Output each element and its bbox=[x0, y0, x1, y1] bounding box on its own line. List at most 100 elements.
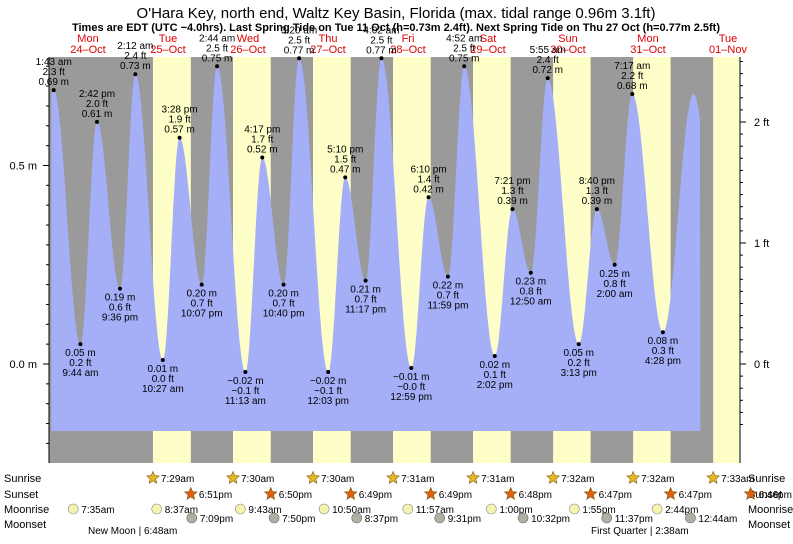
tide-ft-label: 0.2 ft bbox=[69, 358, 91, 369]
moonrise-time: 9:43am bbox=[248, 505, 281, 516]
tide-ft-label: 0.1 ft bbox=[484, 370, 506, 381]
tide-m-label: 0.20 m bbox=[268, 289, 299, 300]
sunset-icon bbox=[183, 486, 198, 500]
tide-m-label: 0.47 m bbox=[330, 164, 361, 175]
right-axis-label: 0 ft bbox=[754, 359, 769, 371]
moonrise-icon bbox=[67, 503, 79, 515]
tide-m-label: −0.02 m bbox=[310, 376, 346, 387]
sunset-time: 6:50pm bbox=[279, 490, 312, 501]
moonrise-icon bbox=[486, 503, 497, 515]
tide-time-label: 1:43 am bbox=[36, 57, 72, 68]
right-axis-label: 2 ft bbox=[754, 117, 769, 129]
tide-time-label: 4:28 pm bbox=[645, 356, 681, 367]
tide-m-label: 0.42 m bbox=[413, 184, 444, 195]
tide-time-label: 11:13 am bbox=[225, 396, 266, 407]
tide-ft-label: 2.5 ft bbox=[370, 35, 392, 46]
tide-ft-label: −0.1 ft bbox=[231, 386, 259, 397]
sunrise-time: 7:32am bbox=[561, 474, 594, 485]
sunrise-icon bbox=[146, 470, 160, 484]
day-label-dow: Sun bbox=[558, 33, 578, 45]
tide-point bbox=[118, 286, 122, 291]
tide-time-label: 9:36 pm bbox=[102, 313, 138, 324]
sunset-time: 6:47pm bbox=[599, 490, 632, 501]
moonset-time: 10:32pm bbox=[531, 514, 570, 525]
tide-time-label: 10:27 am bbox=[142, 384, 184, 395]
tide-point bbox=[576, 342, 581, 347]
tide-point bbox=[260, 155, 265, 160]
tide-m-label: 0.05 m bbox=[65, 348, 96, 359]
tide-point bbox=[133, 72, 138, 77]
day-label-dow: Thu bbox=[319, 33, 338, 45]
moonrise-time: 10:50am bbox=[332, 505, 371, 516]
tide-ft-label: 1.3 ft bbox=[501, 186, 523, 197]
moonset-time: 11:37pm bbox=[615, 514, 653, 525]
tide-point bbox=[95, 119, 99, 124]
moon-phase-label: First Quarter | 2:38am bbox=[591, 526, 689, 537]
tide-m-label: 0.02 m bbox=[479, 360, 510, 371]
tide-ft-label: 0.2 ft bbox=[568, 358, 590, 369]
tide-point bbox=[630, 92, 635, 97]
tide-point bbox=[545, 76, 550, 81]
sunset-icon bbox=[583, 486, 598, 500]
tide-m-label: 0.72 m bbox=[532, 65, 563, 76]
tide-m-label: 0.77 m bbox=[366, 45, 397, 56]
tide-water-area bbox=[51, 58, 701, 432]
sunrise-time: 7:29am bbox=[161, 474, 194, 485]
moonrise-icon bbox=[651, 503, 663, 515]
day-label-dow: Tue bbox=[719, 33, 738, 45]
tide-ft-label: 2.5 ft bbox=[453, 43, 475, 54]
moonrise-time: 1:55pm bbox=[582, 505, 615, 516]
tide-ft-label: 1.9 ft bbox=[168, 115, 190, 126]
moonrise-icon bbox=[151, 503, 163, 515]
sunset-icon bbox=[503, 486, 518, 500]
tide-time-label: 4:02 am bbox=[363, 25, 399, 36]
tide-point bbox=[379, 56, 384, 61]
sunrise-time: 7:31am bbox=[401, 474, 434, 485]
day-label-dow: Sat bbox=[480, 33, 497, 45]
moonset-time: 12:44am bbox=[698, 514, 737, 525]
astro-row-label-right: Moonset bbox=[748, 519, 790, 531]
tide-point bbox=[492, 354, 497, 359]
moonset-icon bbox=[601, 512, 613, 524]
tide-point bbox=[594, 207, 599, 212]
tide-labels: 1:43 am2.3 ft0.69 m0.05 m0.2 ft9:44 am2:… bbox=[36, 25, 681, 407]
moonrise-icon bbox=[318, 503, 330, 515]
tide-time-label: 10:07 pm bbox=[181, 309, 223, 320]
right-axis-label: 1 ft bbox=[754, 238, 769, 250]
tide-time-label: 2:00 am bbox=[597, 289, 633, 300]
tide-m-label: 0.05 m bbox=[563, 348, 594, 359]
moonset-time: 8:37pm bbox=[365, 514, 398, 525]
tide-time-label: 11:17 pm bbox=[345, 305, 386, 316]
tide-ft-label: 1.3 ft bbox=[586, 186, 608, 197]
tide-time-label: 4:52 am bbox=[446, 33, 482, 44]
tide-time-label: 7:17 am bbox=[614, 61, 650, 72]
sunrise-time: 7:30am bbox=[241, 474, 274, 485]
sunset-time: 6:51pm bbox=[199, 490, 232, 501]
chart-title: O'Hara Key, north end, Waltz Key Basin, … bbox=[137, 5, 656, 22]
day-label-date: 30–Oct bbox=[550, 44, 585, 56]
left-axis-label: 0.5 m bbox=[9, 161, 37, 173]
tide-time-label: 4:17 pm bbox=[244, 125, 280, 136]
tide-time-label: 3:28 pm bbox=[161, 105, 197, 116]
sunset-time: 6:46pm bbox=[759, 490, 792, 501]
tide-m-label: 0.75 m bbox=[449, 53, 480, 64]
tide-ft-label: 0.7 ft bbox=[437, 291, 459, 302]
tide-ft-label: 0.8 ft bbox=[520, 287, 542, 298]
tide-time-label: 9:44 am bbox=[62, 368, 98, 379]
tide-m-label: 0.69 m bbox=[38, 77, 69, 88]
tide-ft-label: 0.0 ft bbox=[152, 374, 174, 385]
day-label-dow: Mon bbox=[637, 33, 658, 45]
moonrise-time: 1:00pm bbox=[499, 505, 532, 516]
tide-time-label: 8:40 pm bbox=[579, 176, 615, 187]
tide-ft-label: −0.1 ft bbox=[314, 386, 342, 397]
tide-m-label: 0.52 m bbox=[247, 145, 278, 156]
tide-point bbox=[363, 278, 368, 283]
moonrise-time: 11:57am bbox=[416, 505, 454, 516]
tide-m-label: 0.23 m bbox=[515, 277, 546, 288]
day-label-date: 28–Oct bbox=[390, 44, 425, 56]
tide-point bbox=[445, 274, 450, 279]
tide-point bbox=[199, 282, 204, 287]
tide-point bbox=[297, 56, 302, 61]
